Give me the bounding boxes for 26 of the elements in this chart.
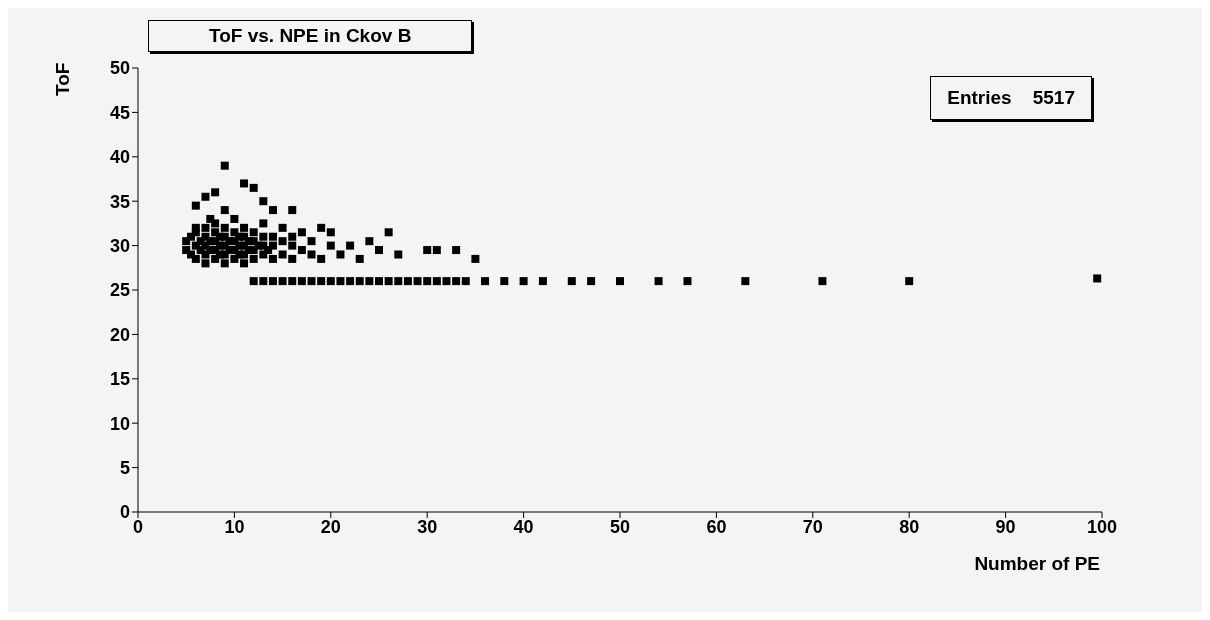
x-tick-label: 60 xyxy=(706,516,727,537)
x-tick-label: 70 xyxy=(802,516,823,537)
y-tick-label: 15 xyxy=(109,369,130,390)
y-tick-label: 40 xyxy=(109,147,130,168)
x-tick-label: 0 xyxy=(132,516,144,537)
x-axis-title: Number of PE xyxy=(974,553,1100,574)
y-tick-label: 25 xyxy=(109,280,130,301)
chart-title: ToF vs. NPE in Ckov B xyxy=(148,20,473,52)
x-tick-label: 100 xyxy=(1086,516,1118,537)
y-tick-label: 0 xyxy=(119,502,130,523)
y-tick-label: 50 xyxy=(109,58,130,79)
annotation: Entries 5517 xyxy=(930,76,1092,120)
y-tick-label: 5 xyxy=(119,457,130,478)
x-tick-label: 50 xyxy=(609,516,631,537)
y-axis-title: ToF xyxy=(52,62,74,96)
y-tick-label: 20 xyxy=(109,324,130,345)
x-tick-label: 10 xyxy=(224,516,245,537)
x-tick-label: 30 xyxy=(417,516,438,537)
x-tick-label: 90 xyxy=(995,516,1016,537)
x-tick-label: 20 xyxy=(320,516,341,537)
x-tick-label: 80 xyxy=(899,516,920,537)
y-tick-label: 10 xyxy=(109,413,130,434)
y-tick-label: 35 xyxy=(109,191,130,212)
y-tick-label: 45 xyxy=(109,102,130,123)
y-tick-label: 30 xyxy=(109,235,130,256)
x-tick-label: 40 xyxy=(513,516,534,537)
